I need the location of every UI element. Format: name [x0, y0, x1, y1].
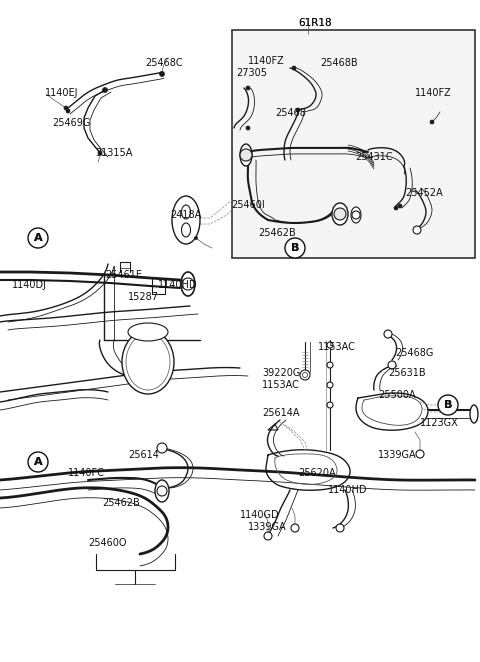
Text: 25468C: 25468C — [145, 58, 182, 68]
Text: 61R18: 61R18 — [298, 18, 332, 28]
Circle shape — [103, 87, 108, 93]
Text: 25468B: 25468B — [320, 58, 358, 68]
Text: 61R18: 61R18 — [298, 18, 332, 28]
Text: 25500A: 25500A — [378, 390, 416, 400]
Text: 1123GX: 1123GX — [420, 418, 459, 428]
Circle shape — [327, 342, 333, 348]
Ellipse shape — [126, 334, 170, 390]
Text: 25468: 25468 — [275, 108, 306, 118]
Ellipse shape — [181, 272, 195, 296]
Text: B: B — [291, 243, 299, 253]
Circle shape — [240, 149, 252, 161]
Ellipse shape — [128, 323, 168, 341]
Circle shape — [291, 524, 299, 532]
Text: B: B — [444, 400, 452, 410]
Text: A: A — [34, 233, 42, 243]
Text: 31315A: 31315A — [95, 148, 132, 158]
Text: 1140FZ: 1140FZ — [248, 56, 285, 66]
Text: 39220G: 39220G — [262, 368, 300, 378]
Circle shape — [246, 126, 250, 130]
Circle shape — [384, 330, 392, 338]
Text: 2418A: 2418A — [170, 210, 201, 220]
Text: A: A — [34, 457, 42, 467]
Text: 25631B: 25631B — [388, 368, 426, 378]
Circle shape — [327, 382, 333, 388]
Text: 1140GD: 1140GD — [240, 510, 280, 520]
Circle shape — [352, 211, 360, 219]
Text: 1140DJ: 1140DJ — [12, 280, 47, 290]
Ellipse shape — [155, 480, 169, 502]
Text: 1339GA: 1339GA — [248, 522, 287, 532]
Ellipse shape — [351, 207, 361, 223]
Circle shape — [300, 370, 310, 380]
Circle shape — [302, 373, 308, 377]
Text: B: B — [291, 243, 299, 253]
Circle shape — [194, 236, 197, 240]
Circle shape — [28, 228, 48, 248]
Circle shape — [264, 532, 272, 540]
Bar — [232, 30, 475, 258]
Text: B: B — [444, 400, 452, 410]
Text: A: A — [34, 233, 42, 243]
Circle shape — [98, 151, 102, 155]
Text: 1153AC: 1153AC — [318, 342, 356, 352]
Circle shape — [246, 86, 250, 90]
Circle shape — [292, 66, 296, 70]
Circle shape — [430, 120, 434, 124]
Circle shape — [157, 443, 167, 453]
Text: 1140EJ: 1140EJ — [45, 88, 79, 98]
Circle shape — [438, 395, 458, 415]
Circle shape — [413, 226, 421, 234]
Text: 25461E: 25461E — [105, 270, 142, 280]
Circle shape — [398, 204, 402, 208]
Text: 1140HD: 1140HD — [158, 280, 197, 290]
Text: 25460I: 25460I — [231, 200, 265, 210]
Text: 25469G: 25469G — [52, 118, 90, 128]
Circle shape — [327, 402, 333, 408]
Ellipse shape — [181, 205, 191, 219]
Ellipse shape — [181, 223, 191, 237]
Text: 15287: 15287 — [128, 292, 159, 302]
Ellipse shape — [240, 144, 252, 166]
Circle shape — [182, 278, 194, 290]
Text: 25614A: 25614A — [262, 408, 300, 418]
Circle shape — [159, 71, 165, 77]
Text: 25468G: 25468G — [395, 348, 433, 358]
Text: 25462B: 25462B — [102, 498, 140, 508]
Text: 1140FC: 1140FC — [68, 468, 105, 478]
Text: 25462B: 25462B — [258, 228, 296, 238]
Ellipse shape — [172, 196, 200, 244]
Text: 25452A: 25452A — [405, 188, 443, 198]
Circle shape — [394, 206, 398, 210]
Circle shape — [336, 524, 344, 532]
Circle shape — [66, 109, 70, 113]
Text: 1140FZ: 1140FZ — [415, 88, 452, 98]
Circle shape — [157, 486, 167, 496]
Ellipse shape — [122, 330, 174, 394]
Text: 25614: 25614 — [128, 450, 159, 460]
Circle shape — [334, 208, 346, 220]
Text: 25431C: 25431C — [355, 152, 393, 162]
Text: 27305: 27305 — [236, 68, 267, 78]
Circle shape — [416, 450, 424, 458]
Text: 1339GA: 1339GA — [378, 450, 417, 460]
Text: 1140HD: 1140HD — [328, 485, 368, 495]
Text: 25460O: 25460O — [88, 538, 127, 548]
Ellipse shape — [470, 405, 478, 423]
Circle shape — [28, 452, 48, 472]
Text: A: A — [34, 457, 42, 467]
Ellipse shape — [332, 203, 348, 225]
Text: 1153AC: 1153AC — [262, 380, 300, 390]
Circle shape — [388, 361, 396, 369]
Circle shape — [285, 238, 305, 258]
Circle shape — [64, 106, 68, 110]
Text: 25620A: 25620A — [298, 468, 336, 478]
Circle shape — [296, 108, 300, 112]
Circle shape — [327, 362, 333, 368]
